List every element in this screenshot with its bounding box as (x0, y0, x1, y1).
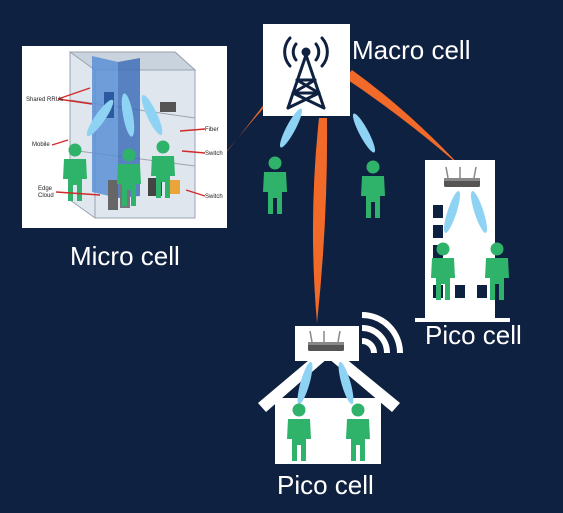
callout-edge-cloud-1: Edge (38, 186, 53, 192)
wifi-icon (361, 312, 403, 354)
macro-access-beams (279, 108, 376, 153)
pico-cell-house-label: Pico cell (277, 470, 374, 500)
macro-cell-label: Macro cell (352, 35, 471, 65)
callout-shared-rrus: Shared RRUs (26, 97, 63, 103)
callout-mobile: Mobile (32, 142, 50, 148)
callout-switch-2: Switch (205, 194, 223, 200)
macro-cell-node (263, 24, 350, 116)
callout-switch-1: Switch (205, 151, 223, 157)
inset-callouts: Shared RRUs Mobile Edge Cloud Fiber Swit… (26, 97, 223, 200)
micro-cell-inset: Shared RRUs Mobile Edge Cloud Fiber Swit… (22, 46, 227, 228)
backhaul-link-pico-building (345, 70, 462, 168)
person-icon (263, 156, 287, 214)
micro-cell-label: Micro cell (70, 241, 180, 271)
pico-house (258, 312, 403, 464)
callout-edge-cloud-2: Cloud (38, 193, 54, 199)
backhaul-link-pico-house (312, 118, 328, 323)
house-icon (258, 344, 400, 464)
callout-fiber: Fiber (205, 127, 219, 133)
inset-arrows (51, 87, 206, 197)
pico-building (415, 160, 510, 322)
inset-beams (86, 93, 163, 137)
pico-cell-building-label: Pico cell (425, 320, 522, 350)
cell-tower-icon (283, 36, 329, 110)
person-icon (361, 160, 385, 218)
